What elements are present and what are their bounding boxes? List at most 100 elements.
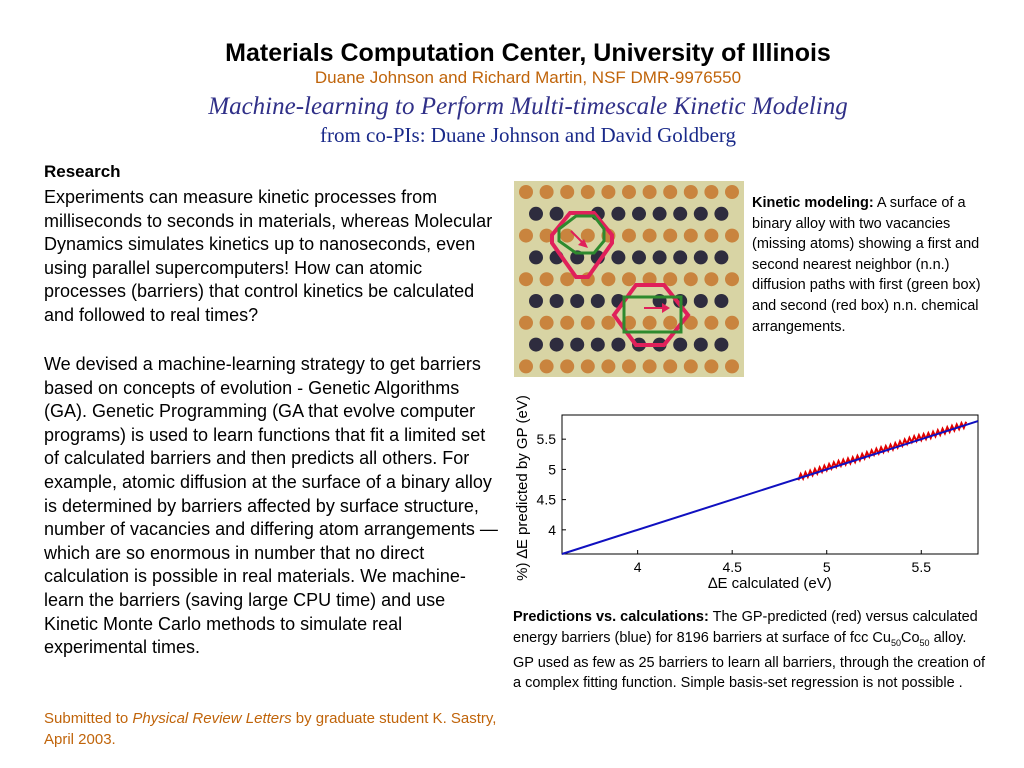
co-pis-line: from co-PIs: Duane Johnson and David Gol…: [319, 123, 737, 147]
arrowhead-lower: [662, 303, 670, 313]
atom: [725, 315, 739, 330]
green-box-upper: [557, 214, 606, 255]
atom: [560, 315, 575, 330]
cu-subscript: 50: [890, 637, 901, 648]
x-tick-label: 5: [823, 559, 831, 575]
kinetic-caption-label: Kinetic modeling:: [752, 195, 874, 211]
y-tick-label: 4.5: [537, 492, 557, 508]
atom: [539, 359, 554, 374]
atom: [725, 228, 739, 243]
atom: [632, 206, 646, 221]
atom: [704, 185, 719, 199]
atom: [539, 272, 554, 287]
page-title: Materials Computation Center, University…: [225, 39, 831, 67]
atom: [529, 250, 543, 265]
atom: [570, 337, 585, 352]
atom: [519, 228, 533, 243]
atom: [529, 337, 543, 352]
atom: [673, 206, 688, 221]
y-tick-label: 5.5: [537, 431, 557, 447]
atom: [560, 359, 575, 374]
atom: [601, 185, 616, 199]
atom: [683, 315, 698, 330]
calculated-series: [561, 420, 979, 555]
atom: [519, 315, 533, 330]
atom: [725, 359, 739, 374]
atom: [519, 359, 533, 374]
atom: [549, 337, 564, 352]
kinetic-modeling-caption: Kinetic modeling: A surface of a binary …: [752, 193, 982, 337]
atom: [590, 337, 605, 352]
atom: [725, 185, 739, 199]
atom: [642, 272, 657, 287]
atom: [622, 359, 636, 374]
axis-ticks: 4 4.5 5 5.5 4 4.5 5 5.5: [537, 431, 932, 575]
research-paragraph-2: We devised a machine-learning strategy t…: [44, 354, 498, 658]
atom: [622, 185, 636, 199]
atom: [683, 185, 698, 199]
atom: [570, 294, 585, 308]
co-subscript: 50: [919, 637, 930, 648]
atom: [590, 294, 605, 308]
atom: [539, 315, 554, 330]
x-axis-label: ∆E calculated (eV): [708, 575, 831, 592]
predictions-caption-text-a: The GP-predicted (red) versus calculated…: [513, 609, 978, 646]
authors-line: Duane Johnson and Richard Martin, NSF DM…: [314, 68, 742, 87]
arrowhead-upper: [578, 239, 588, 248]
gp-vs-calculated-chart: 4 4.5 5 5.5 4 4.5 5 5.5 ∆E calculated (eV) %) ∆…: [514, 395, 979, 592]
atom: [663, 228, 678, 243]
atom: [642, 315, 657, 330]
atom: [539, 185, 554, 199]
atom: [673, 337, 688, 352]
submitted-prefix: Submitted to: [44, 710, 133, 727]
atom: [704, 272, 719, 287]
submitted-suffix: by graduate student K. Sastry, April 200…: [44, 710, 497, 748]
atom: [642, 228, 657, 243]
atom: [693, 337, 708, 352]
x-tick-label: 5.5: [912, 559, 932, 575]
atom: [560, 272, 575, 287]
atom: [580, 359, 595, 374]
atom: [704, 228, 719, 243]
atom: [663, 315, 678, 330]
atom: [683, 359, 698, 374]
atom: [673, 250, 688, 265]
y-axis-label: %) ∆E predicted by GP (eV): [514, 395, 531, 581]
atom: [632, 250, 646, 265]
atom: [704, 359, 719, 374]
atom: [683, 228, 698, 243]
predictions-caption-text-b: Co: [901, 629, 920, 646]
predictions-caption: Predictions vs. calculations: The GP-pre…: [513, 607, 988, 694]
atom: [580, 185, 595, 199]
predictions-caption-label: Predictions vs. calculations:: [513, 609, 709, 625]
x-tick-label: 4.5: [722, 559, 742, 575]
atom: [580, 315, 595, 330]
atom: [549, 294, 564, 308]
research-heading: Research: [44, 162, 121, 181]
journal-name: Physical Review Letters: [132, 710, 292, 727]
atom: [714, 206, 729, 221]
atom: [714, 337, 729, 352]
atom: [725, 272, 739, 287]
atom: [683, 272, 698, 287]
atom: [601, 315, 616, 330]
atom: [663, 185, 678, 199]
atom: [601, 272, 616, 287]
atom: [580, 228, 595, 243]
atom: [663, 272, 678, 287]
atom: [601, 359, 616, 374]
atom: [663, 359, 678, 374]
green-box-lower: [622, 295, 683, 334]
atom: [652, 250, 667, 265]
atom: [519, 185, 533, 199]
submitted-note: Submitted to Physical Review Letters by …: [44, 708, 504, 750]
atom: [560, 185, 575, 199]
chart-series: [561, 420, 979, 555]
atom: [642, 185, 657, 199]
red-box-lower: [611, 283, 691, 347]
predictions-caption-text-c: alloy. GP used as few as 25 barriers to …: [513, 629, 986, 692]
atom: [642, 359, 657, 374]
atom: [611, 206, 626, 221]
research-paragraph-1: Experiments can measure kinetic processe…: [44, 187, 493, 325]
atom: [704, 315, 719, 330]
